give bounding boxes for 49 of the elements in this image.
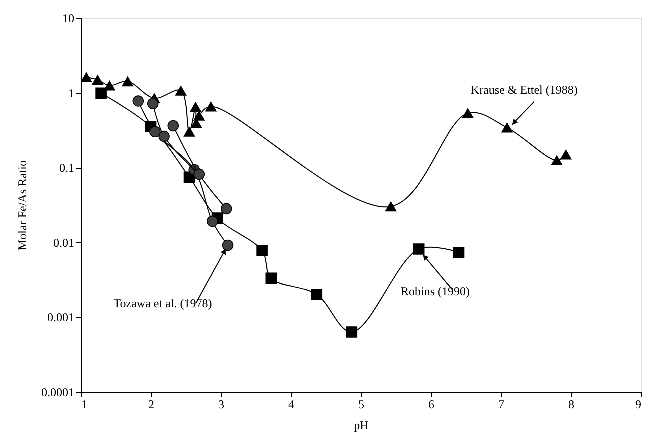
point — [502, 122, 513, 133]
point — [132, 96, 144, 107]
x-tick-label: 9 — [636, 398, 642, 412]
point — [453, 246, 465, 258]
point — [184, 126, 196, 137]
x-tick-label: 4 — [288, 398, 294, 412]
x-tick-label: 1 — [82, 398, 88, 412]
y-tick-label: 0.0001 — [42, 386, 74, 400]
point — [194, 111, 205, 121]
y-tick-label: 0.001 — [48, 310, 74, 325]
y-tick-label: 1 — [68, 86, 74, 100]
y-axis-title: Molar Fe/As Ratio — [16, 160, 30, 250]
point — [462, 108, 474, 118]
point — [220, 203, 232, 215]
x-tick-label: 5 — [358, 398, 364, 412]
point — [147, 98, 159, 110]
point — [80, 72, 92, 82]
x-tick-label: 7 — [498, 398, 504, 412]
point — [122, 76, 134, 87]
point — [551, 156, 563, 166]
x-tick-label: 6 — [428, 398, 434, 412]
x-tick-label: 2 — [148, 398, 154, 412]
point — [206, 216, 218, 228]
x-axis-title: pH — [354, 418, 370, 432]
annotation: Robins (1990) — [401, 284, 470, 299]
annotation: Tozawa et al. (1978) — [114, 296, 212, 310]
y-tick-label: 0.01 — [54, 236, 74, 250]
point — [150, 126, 161, 138]
point — [413, 244, 425, 255]
y-tick-label: 10 — [62, 12, 74, 26]
point — [96, 88, 107, 100]
point — [158, 130, 170, 142]
point — [92, 75, 104, 86]
annotation: Krause & Ettel (1988) — [470, 82, 578, 97]
point — [311, 289, 323, 300]
point — [175, 86, 187, 96]
point — [206, 102, 217, 112]
x-tick-label: 3 — [218, 398, 224, 412]
point — [560, 150, 572, 160]
point — [256, 245, 268, 257]
y-tick-label: 0.1 — [60, 161, 74, 176]
point — [104, 80, 116, 91]
point — [222, 240, 234, 252]
point — [168, 120, 180, 132]
x-tick-label: 8 — [568, 398, 574, 412]
point — [266, 272, 278, 284]
point — [190, 102, 202, 112]
point — [385, 202, 397, 212]
point — [346, 326, 358, 338]
